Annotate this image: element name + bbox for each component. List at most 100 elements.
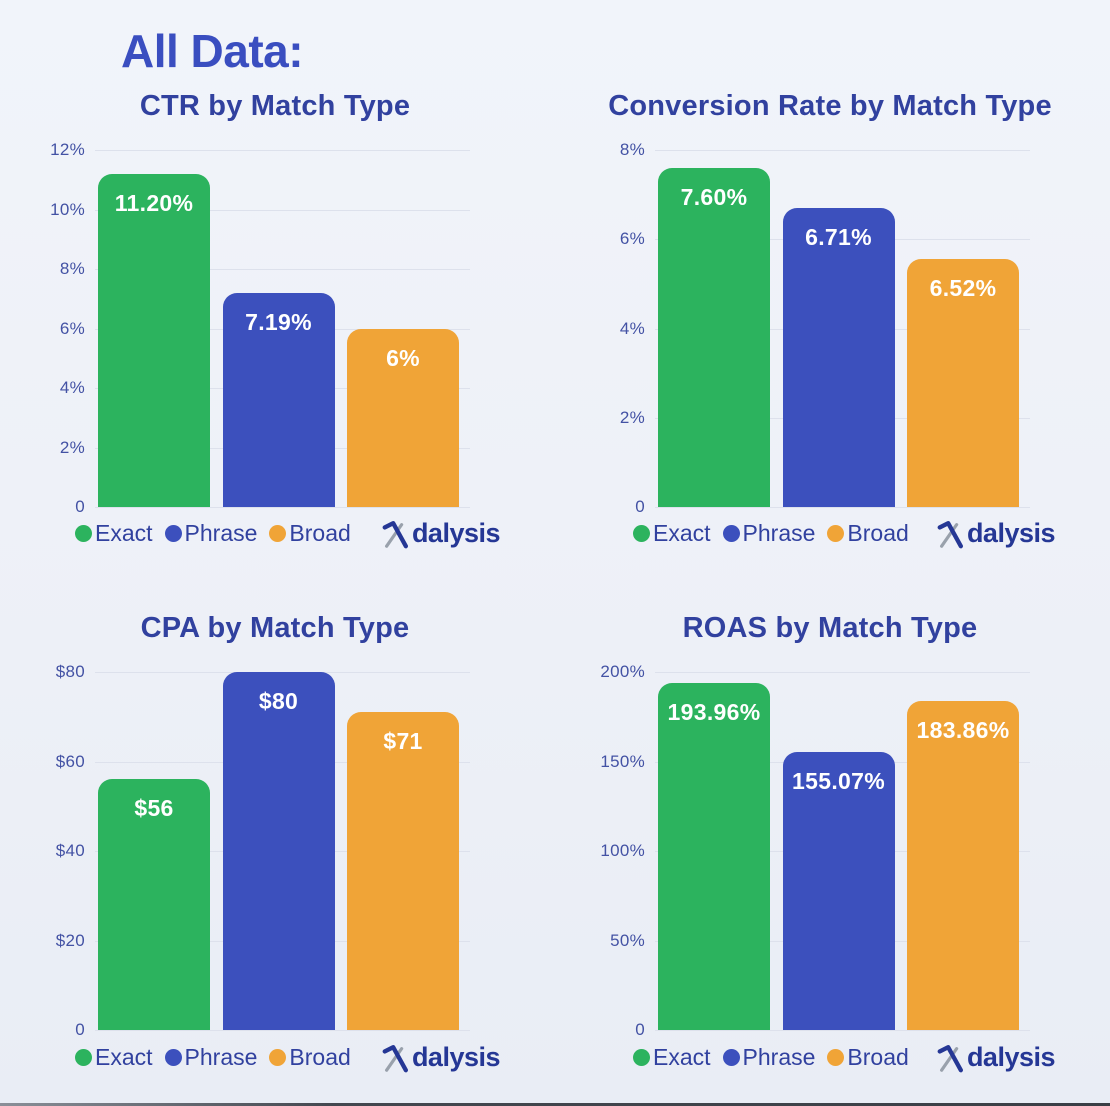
adalysis-logo-text: dalysis [411, 1042, 501, 1072]
legend-item-broad: Broad [827, 520, 909, 547]
chart-title: CTR by Match Type [139, 90, 411, 122]
gridline [95, 209, 470, 211]
plot-area: 8% 6% 4% 2% 0 7.60% 6.71% 6.52% [620, 140, 1030, 516]
adalysis-logo-text: dalysis [966, 1042, 1056, 1072]
legend-dot-icon [269, 1049, 287, 1066]
gridline [655, 150, 1030, 151]
legend-item-exact: Exact [75, 520, 153, 547]
bar-exact: 193.96% [658, 682, 770, 1030]
y-axis-tick-label: 4% [619, 318, 645, 338]
bar-exact: 11.20% [98, 173, 210, 507]
bar-broad: 6.52% [907, 258, 1019, 507]
adalysis-logo: dalysis [381, 518, 501, 549]
legend-item-broad: Broad [269, 520, 351, 547]
gridline [655, 1030, 1030, 1031]
chart-title: Conversion Rate by Match Type [608, 90, 1052, 122]
y-axis-tick-label: 100% [600, 841, 645, 860]
legend-item-label: Phrase [742, 1044, 816, 1070]
bar-phrase: 7.19% [222, 293, 335, 507]
legend-item-exact: Exact [633, 1044, 711, 1071]
window-bottom-border [0, 1103, 1110, 1106]
legend-dot-icon [75, 1049, 92, 1066]
bar-value-label: 11.20% [114, 189, 194, 216]
plot-area: 12% 10% 8% 6% 4% 2% 0 11.20% 7.19% 6% [50, 140, 470, 516]
bar-broad: 183.86% [907, 700, 1019, 1030]
y-axis-tick-label: 150% [600, 751, 645, 771]
bar-value-label: 6.71% [805, 223, 872, 250]
bar-exact: 7.60% [658, 167, 770, 507]
y-axis-tick-label: 50% [610, 930, 645, 950]
legend-item-label: Broad [847, 520, 909, 546]
y-axis-tick-label: 8% [59, 259, 85, 278]
chart-title: CPA by Match Type [140, 612, 410, 644]
adalysis-logo: dalysis [936, 518, 1056, 549]
legend: Exact Phrase Broad dalysis [40, 1042, 510, 1073]
y-axis-tick-label: 6% [59, 318, 85, 338]
legend-dot-icon [633, 1049, 650, 1066]
y-axis-tick-label: 0 [635, 497, 645, 516]
bar-value-label: $80 [258, 688, 299, 714]
bar-value-label: 183.86% [916, 716, 1010, 743]
legend-dot-icon [827, 525, 845, 542]
adalysis-logo-mark-icon [382, 1044, 408, 1072]
adalysis-logo: dalysis [936, 1042, 1056, 1073]
legend-item-broad: Broad [827, 1044, 909, 1071]
adalysis-logo-mark-icon [382, 520, 408, 548]
legend-item-exact: Exact [633, 520, 711, 547]
legend-item-label: Exact [95, 1044, 153, 1070]
bar-exact: $56 [98, 779, 210, 1030]
legend-dot-icon [722, 525, 740, 542]
legend-dot-icon [827, 1049, 845, 1066]
y-axis-tick-label: 10% [50, 199, 85, 219]
legend: Exact Phrase Broad dalysis [585, 1042, 1075, 1073]
gridline [655, 672, 1030, 673]
bar-phrase: 6.71% [782, 207, 895, 507]
legend-item-label: Phrase [742, 520, 816, 546]
legend-dot-icon [75, 525, 92, 542]
gridline [95, 1030, 470, 1031]
y-axis-tick-label: $80 [55, 662, 85, 681]
bar-value-label: 193.96% [667, 698, 761, 725]
adalysis-logo-mark-icon [937, 520, 963, 548]
y-axis-tick-label: $20 [55, 930, 85, 950]
legend-item-label: Exact [653, 520, 711, 546]
bar-phrase: $80 [222, 672, 335, 1030]
adalysis-logo-mark-icon [937, 1044, 963, 1072]
adalysis-logo-text: dalysis [411, 518, 501, 548]
legend-dot-icon [722, 1049, 740, 1066]
legend-dot-icon [164, 1049, 182, 1066]
y-axis-tick-label: 12% [50, 140, 85, 159]
legend-item-label: Phrase [184, 1044, 258, 1070]
legend-item-label: Exact [95, 520, 153, 546]
legend: Exact Phrase Broad dalysis [585, 518, 1075, 549]
legend-dot-icon [164, 525, 182, 542]
page-title: All Data: [121, 25, 304, 77]
y-axis-tick-label: 0 [635, 1020, 645, 1039]
chart-conversion-rate: Conversion Rate by Match Type 8% 6% 4% 2% 0 7… [585, 90, 1075, 560]
bar-value-label: 6.52% [929, 274, 997, 301]
bar-value-label: 155.07% [792, 768, 885, 795]
gridline [95, 150, 470, 151]
bar-broad: $71 [347, 712, 459, 1030]
chart-cpa: CPA by Match Type $80 $60 $40 $20 0 $56 $80 $71… [40, 612, 510, 1082]
bar-value-label: 7.60% [680, 183, 748, 210]
legend-item-label: Broad [289, 520, 351, 546]
legend-item-phrase: Phrase [722, 1044, 816, 1071]
y-axis-tick-label: 200% [600, 662, 645, 681]
y-axis-tick-label: 8% [619, 140, 645, 159]
y-axis-tick-label: $40 [55, 841, 85, 860]
chart-roas: ROAS by Match Type 200% 150% 100% 50% 0 193.9… [585, 612, 1075, 1082]
plot-area: $80 $60 $40 $20 0 $56 $80 $71 [56, 662, 470, 1039]
legend-item-label: Broad [847, 1044, 909, 1070]
y-axis-tick-label: 2% [619, 407, 645, 427]
legend-item-exact: Exact [75, 1044, 153, 1071]
legend-item-phrase: Phrase [164, 1044, 258, 1071]
plot-area: 200% 150% 100% 50% 0 193.96% 155.07% 183.86% [600, 662, 1030, 1039]
adalysis-logo: dalysis [381, 1042, 501, 1073]
y-axis-tick-label: 4% [59, 378, 85, 397]
bar-value-label: 7.19% [245, 309, 312, 336]
legend-item-broad: Broad [269, 1044, 351, 1071]
y-axis-tick-label: 0 [75, 497, 85, 516]
bar-value-label: 6% [386, 344, 420, 371]
legend-dot-icon [633, 525, 650, 542]
